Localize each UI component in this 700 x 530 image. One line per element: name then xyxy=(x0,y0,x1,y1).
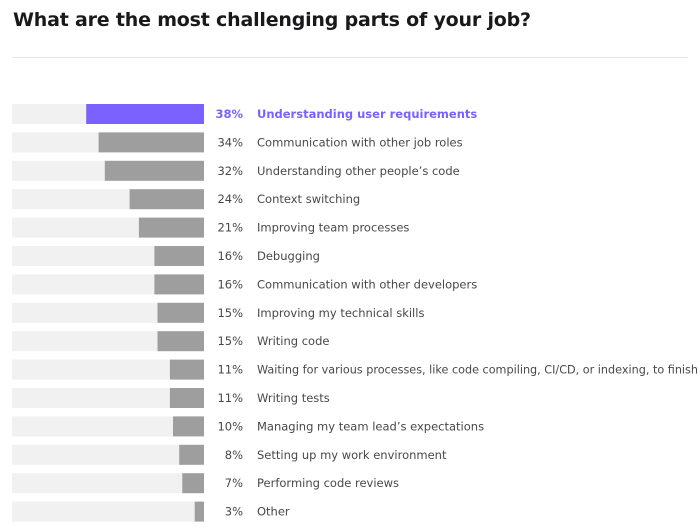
category-label: Writing code xyxy=(257,334,329,348)
category-label: Performing code reviews xyxy=(257,476,399,490)
category-label: Communication with other developers xyxy=(257,277,477,291)
value-label: 10% xyxy=(217,419,243,433)
value-label: 16% xyxy=(217,277,243,291)
bar-track xyxy=(12,388,204,408)
title-divider xyxy=(12,57,688,58)
bar-row-improving-my-technical-skills: 15% Improving my technical skills xyxy=(12,302,424,323)
bar-context-switching xyxy=(129,189,204,210)
bar-row-performing-code-reviews: 7% Performing code reviews xyxy=(12,473,399,494)
bar-row-writing-tests: 11% Writing tests xyxy=(12,388,330,408)
value-label: 21% xyxy=(217,221,243,235)
bar-track xyxy=(12,501,204,522)
bar-performing-code-reviews xyxy=(182,473,204,494)
chart-title: What are the most challenging parts of y… xyxy=(13,9,531,31)
bar-debugging xyxy=(154,246,204,266)
value-label: 38% xyxy=(215,107,243,121)
value-label: 11% xyxy=(217,391,243,405)
bar-track xyxy=(12,331,204,352)
value-label: 11% xyxy=(217,363,243,377)
value-label: 32% xyxy=(217,164,243,178)
bar-track xyxy=(12,444,204,465)
category-label: Context switching xyxy=(257,192,360,206)
value-label: 15% xyxy=(217,334,243,348)
bar-row-setting-up-my-work-environment: 8% Setting up my work environment xyxy=(12,444,447,465)
category-label: Debugging xyxy=(257,249,320,263)
bar-row-understanding-other-people-s-code: 32% Understanding other people’s code xyxy=(12,160,460,181)
bar-row-managing-my-team-lead-s-expectations: 10% Managing my team lead’s expectations xyxy=(12,416,484,437)
bar-row-debugging: 16% Debugging xyxy=(12,246,320,266)
value-label: 16% xyxy=(217,249,243,263)
bar-track xyxy=(12,416,204,437)
value-label: 24% xyxy=(217,192,243,206)
value-label: 8% xyxy=(225,448,243,462)
category-label: Other xyxy=(257,505,290,519)
value-label: 7% xyxy=(225,476,243,490)
bar-managing-my-team-lead-s-expectations xyxy=(173,416,204,437)
bar-track xyxy=(12,359,204,380)
bar-row-improving-team-processes: 21% Improving team processes xyxy=(12,217,409,238)
category-label: Improving my technical skills xyxy=(257,306,424,320)
category-label: Understanding user requirements xyxy=(257,107,477,121)
category-label: Writing tests xyxy=(257,391,330,405)
category-label: Managing my team lead’s expectations xyxy=(257,419,484,433)
category-label: Setting up my work environment xyxy=(257,448,447,462)
bar-row-understanding-user-requirements: 38% Understanding user requirements xyxy=(12,104,477,124)
bar-communication-with-other-developers xyxy=(154,274,204,295)
bar-other xyxy=(194,501,204,522)
category-label: Improving team processes xyxy=(257,221,409,235)
bar-writing-tests xyxy=(169,388,204,408)
bar-waiting-for-various-processes-like-code- xyxy=(169,359,204,380)
bar-understanding-other-people-s-code xyxy=(104,160,204,181)
category-label: Waiting for various processes, like code… xyxy=(257,363,698,377)
bar-row-other: 3% Other xyxy=(12,501,290,522)
category-label: Understanding other people’s code xyxy=(257,164,460,178)
bar-row-communication-with-other-job-roles: 34% Communication with other job roles xyxy=(12,132,463,153)
bar-track xyxy=(12,302,204,323)
bar-row-context-switching: 24% Context switching xyxy=(12,189,360,210)
bar-improving-team-processes xyxy=(138,217,204,238)
category-label: Communication with other job roles xyxy=(257,135,463,149)
bar-writing-code xyxy=(157,331,204,352)
value-label: 3% xyxy=(225,505,243,519)
value-label: 15% xyxy=(217,306,243,320)
value-label: 34% xyxy=(217,135,243,149)
bar-understanding-user-requirements xyxy=(86,104,204,124)
bar-communication-with-other-job-roles xyxy=(98,132,204,153)
bar-improving-my-technical-skills xyxy=(157,302,204,323)
bar-row-communication-with-other-developers: 16% Communication with other developers xyxy=(12,274,477,295)
bar-setting-up-my-work-environment xyxy=(179,444,204,465)
bar-row-waiting-for-various-processes-like-code-: 11% Waiting for various processes, like c… xyxy=(12,359,698,380)
bar-row-writing-code: 15% Writing code xyxy=(12,331,329,352)
bar-track xyxy=(12,473,204,494)
